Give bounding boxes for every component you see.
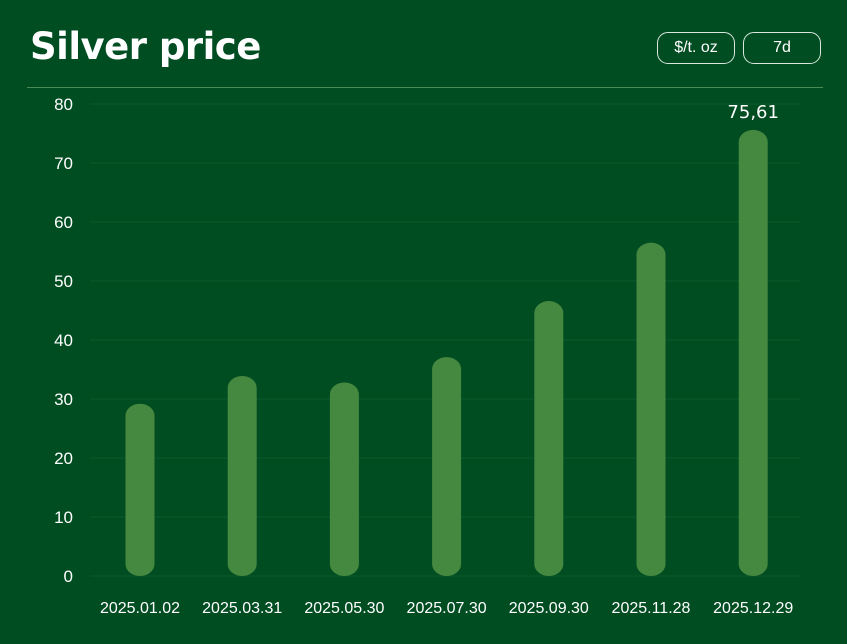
page-title: Silver price: [30, 25, 261, 68]
x-tick-label: 2025.01.02: [100, 600, 180, 617]
header-divider: [27, 87, 823, 88]
y-tick-label: 40: [54, 331, 73, 350]
y-tick-label: 80: [54, 95, 73, 114]
y-tick-label: 0: [64, 567, 73, 586]
y-tick-label: 60: [54, 213, 73, 232]
y-tick-label: 10: [54, 508, 73, 527]
bar-value-label: 75,61: [727, 102, 779, 123]
y-tick-label: 70: [54, 154, 73, 173]
x-tick-label: 2025.03.31: [202, 600, 282, 617]
time-range-button[interactable]: 7d: [743, 32, 821, 64]
y-tick-label: 30: [54, 390, 73, 409]
x-tick-label: 2025.09.30: [509, 600, 589, 617]
bar: [227, 375, 257, 576]
bar: [534, 301, 564, 576]
unit-selector-button[interactable]: $/t. oz: [657, 32, 735, 64]
bar: [636, 242, 666, 576]
bar: [125, 403, 155, 576]
x-tick-label: 2025.07.30: [407, 600, 487, 617]
x-tick-label: 2025.11.28: [612, 600, 691, 617]
x-tick-label: 2025.05.30: [304, 600, 384, 617]
bar: [738, 129, 768, 576]
y-tick-label: 20: [54, 449, 73, 468]
x-tick-label: 2025.12.29: [713, 600, 793, 617]
y-tick-label: 50: [54, 272, 73, 291]
bar: [329, 382, 359, 576]
bar: [432, 357, 462, 576]
